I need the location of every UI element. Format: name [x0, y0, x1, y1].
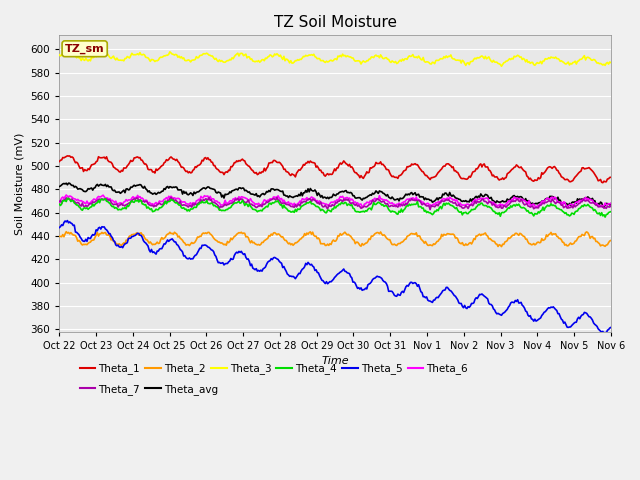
Theta_2 — [63, 229, 70, 235]
Theta_4 — [365, 205, 373, 211]
Theta_4 — [462, 209, 470, 215]
Theta_7 — [463, 204, 471, 210]
Theta_1 — [462, 176, 470, 182]
Theta_5 — [289, 274, 297, 279]
Theta_5 — [557, 316, 565, 322]
Theta_avg — [65, 180, 72, 186]
Theta_4 — [557, 207, 565, 213]
Theta_5 — [228, 257, 236, 263]
Theta_2 — [228, 237, 236, 242]
Theta_avg — [557, 200, 565, 206]
Theta_3 — [289, 60, 297, 66]
Theta_1 — [56, 158, 63, 164]
Theta_2 — [462, 241, 470, 247]
Theta_5 — [607, 324, 614, 330]
Theta_6 — [393, 202, 401, 207]
Theta_7 — [392, 203, 399, 208]
Title: TZ Soil Moisture: TZ Soil Moisture — [274, 15, 397, 30]
Theta_1 — [392, 175, 399, 180]
Theta_5 — [392, 293, 399, 299]
Theta_avg — [56, 184, 63, 190]
Theta_6 — [463, 201, 471, 207]
Theta_6 — [366, 198, 374, 204]
Theta_7 — [559, 202, 566, 208]
Line: Theta_3: Theta_3 — [60, 51, 611, 66]
Theta_7 — [167, 194, 175, 200]
Theta_4 — [601, 214, 609, 220]
Theta_7 — [56, 199, 63, 204]
Theta_avg — [365, 193, 373, 199]
Theta_avg — [599, 204, 607, 210]
Theta_2 — [559, 240, 566, 245]
Line: Theta_2: Theta_2 — [60, 232, 611, 247]
Theta_2 — [498, 244, 506, 250]
Theta_1 — [557, 174, 565, 180]
Theta_5 — [365, 281, 373, 287]
Theta_7 — [228, 200, 236, 206]
Theta_4 — [228, 203, 236, 208]
Theta_2 — [365, 236, 373, 242]
Theta_6 — [289, 203, 297, 208]
Theta_6 — [228, 199, 236, 204]
Theta_5 — [56, 225, 63, 230]
Theta_1 — [365, 169, 373, 175]
Theta_4 — [289, 208, 297, 214]
Theta_avg — [607, 201, 614, 206]
Theta_3 — [559, 59, 566, 65]
Theta_1 — [63, 153, 71, 159]
Theta_4 — [56, 201, 63, 207]
Theta_3 — [607, 60, 614, 66]
Theta_4 — [392, 209, 399, 215]
Theta_3 — [228, 55, 236, 60]
Theta_avg — [228, 188, 236, 193]
Text: TZ_sm: TZ_sm — [65, 44, 104, 54]
Theta_5 — [462, 305, 470, 311]
Theta_2 — [607, 238, 614, 243]
Theta_6 — [63, 192, 70, 198]
Theta_6 — [56, 200, 63, 205]
Line: Theta_1: Theta_1 — [60, 156, 611, 183]
Theta_6 — [559, 202, 566, 208]
Theta_1 — [599, 180, 607, 186]
Legend: Theta_7, Theta_avg: Theta_7, Theta_avg — [76, 380, 222, 399]
Line: Theta_4: Theta_4 — [60, 198, 611, 217]
Line: Theta_avg: Theta_avg — [60, 183, 611, 207]
Line: Theta_7: Theta_7 — [60, 197, 611, 210]
Theta_1 — [289, 172, 297, 178]
Theta_3 — [56, 52, 63, 58]
Theta_3 — [365, 56, 373, 62]
Theta_avg — [289, 195, 297, 201]
X-axis label: Time: Time — [321, 356, 349, 366]
Theta_5 — [600, 331, 608, 336]
Theta_3 — [462, 62, 470, 68]
Theta_3 — [99, 48, 107, 54]
Theta_7 — [289, 204, 297, 210]
Theta_avg — [462, 198, 470, 204]
Theta_3 — [498, 63, 506, 69]
Theta_1 — [228, 164, 236, 169]
Theta_7 — [365, 202, 373, 207]
Theta_6 — [358, 204, 366, 210]
Theta_2 — [392, 242, 399, 248]
Theta_2 — [56, 233, 63, 239]
Theta_4 — [63, 195, 71, 201]
Line: Theta_5: Theta_5 — [60, 220, 611, 334]
Theta_2 — [289, 242, 297, 248]
Theta_7 — [607, 203, 614, 208]
Theta_3 — [392, 59, 399, 64]
Theta_avg — [392, 197, 399, 203]
Theta_5 — [63, 217, 71, 223]
Theta_1 — [607, 174, 614, 180]
Line: Theta_6: Theta_6 — [60, 195, 611, 207]
Theta_4 — [607, 209, 614, 215]
Theta_7 — [426, 207, 434, 213]
Y-axis label: Soil Moisture (mV): Soil Moisture (mV) — [15, 132, 25, 235]
Theta_6 — [607, 201, 614, 206]
